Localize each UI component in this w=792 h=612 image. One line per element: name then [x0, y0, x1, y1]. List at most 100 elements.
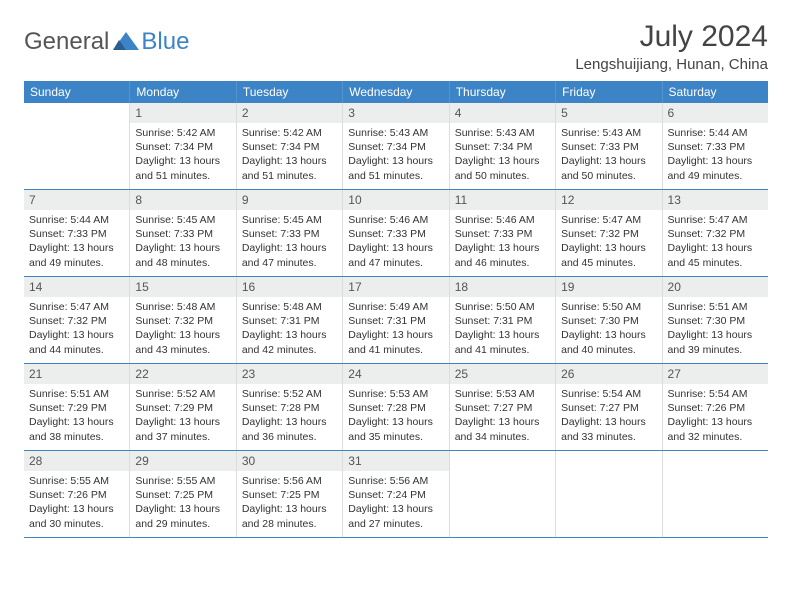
- day-number: 26: [556, 364, 661, 384]
- day-details: Sunrise: 5:50 AMSunset: 7:30 PMDaylight:…: [556, 297, 661, 362]
- day-details: Sunrise: 5:47 AMSunset: 7:32 PMDaylight:…: [556, 210, 661, 275]
- day-details: Sunrise: 5:42 AMSunset: 7:34 PMDaylight:…: [237, 123, 342, 188]
- day-number: 18: [450, 277, 555, 297]
- day-cell: 4Sunrise: 5:43 AMSunset: 7:34 PMDaylight…: [450, 103, 556, 189]
- weeks-container: 1Sunrise: 5:42 AMSunset: 7:34 PMDaylight…: [24, 103, 768, 538]
- day-number: 31: [343, 451, 448, 471]
- day-header-tue: Tuesday: [237, 81, 343, 103]
- day-details: Sunrise: 5:54 AMSunset: 7:27 PMDaylight:…: [556, 384, 661, 449]
- day-number: 30: [237, 451, 342, 471]
- day-cell: 15Sunrise: 5:48 AMSunset: 7:32 PMDayligh…: [130, 277, 236, 363]
- day-details: Sunrise: 5:48 AMSunset: 7:31 PMDaylight:…: [237, 297, 342, 362]
- day-cell: [450, 451, 556, 537]
- day-cell: 21Sunrise: 5:51 AMSunset: 7:29 PMDayligh…: [24, 364, 130, 450]
- day-cell: 17Sunrise: 5:49 AMSunset: 7:31 PMDayligh…: [343, 277, 449, 363]
- day-cell: 27Sunrise: 5:54 AMSunset: 7:26 PMDayligh…: [663, 364, 768, 450]
- day-number: 9: [237, 190, 342, 210]
- day-details: Sunrise: 5:43 AMSunset: 7:34 PMDaylight:…: [343, 123, 448, 188]
- day-cell: 7Sunrise: 5:44 AMSunset: 7:33 PMDaylight…: [24, 190, 130, 276]
- day-details: Sunrise: 5:55 AMSunset: 7:25 PMDaylight:…: [130, 471, 235, 536]
- day-header-thu: Thursday: [450, 81, 556, 103]
- day-details: Sunrise: 5:56 AMSunset: 7:25 PMDaylight:…: [237, 471, 342, 536]
- day-cell: 12Sunrise: 5:47 AMSunset: 7:32 PMDayligh…: [556, 190, 662, 276]
- logo-text-blue: Blue: [141, 28, 189, 56]
- day-details: Sunrise: 5:45 AMSunset: 7:33 PMDaylight:…: [130, 210, 235, 275]
- day-details: Sunrise: 5:43 AMSunset: 7:33 PMDaylight:…: [556, 123, 661, 188]
- day-details: Sunrise: 5:51 AMSunset: 7:29 PMDaylight:…: [24, 384, 129, 449]
- day-details: Sunrise: 5:46 AMSunset: 7:33 PMDaylight:…: [343, 210, 448, 275]
- day-cell: [24, 103, 130, 189]
- day-number: 23: [237, 364, 342, 384]
- day-details: Sunrise: 5:52 AMSunset: 7:29 PMDaylight:…: [130, 384, 235, 449]
- day-number: 13: [663, 190, 768, 210]
- day-number: 1: [130, 103, 235, 123]
- day-number: 6: [663, 103, 768, 123]
- day-cell: 9Sunrise: 5:45 AMSunset: 7:33 PMDaylight…: [237, 190, 343, 276]
- day-cell: 8Sunrise: 5:45 AMSunset: 7:33 PMDaylight…: [130, 190, 236, 276]
- day-number: 25: [450, 364, 555, 384]
- day-header-sat: Saturday: [663, 81, 768, 103]
- day-details: Sunrise: 5:49 AMSunset: 7:31 PMDaylight:…: [343, 297, 448, 362]
- day-cell: 3Sunrise: 5:43 AMSunset: 7:34 PMDaylight…: [343, 103, 449, 189]
- calendar: Sunday Monday Tuesday Wednesday Thursday…: [24, 81, 768, 538]
- day-number: 10: [343, 190, 448, 210]
- day-details: Sunrise: 5:44 AMSunset: 7:33 PMDaylight:…: [24, 210, 129, 275]
- day-cell: 29Sunrise: 5:55 AMSunset: 7:25 PMDayligh…: [130, 451, 236, 537]
- day-number: 17: [343, 277, 448, 297]
- day-number: 12: [556, 190, 661, 210]
- day-details: Sunrise: 5:43 AMSunset: 7:34 PMDaylight:…: [450, 123, 555, 188]
- day-header-mon: Monday: [130, 81, 236, 103]
- day-cell: 30Sunrise: 5:56 AMSunset: 7:25 PMDayligh…: [237, 451, 343, 537]
- day-details: Sunrise: 5:51 AMSunset: 7:30 PMDaylight:…: [663, 297, 768, 362]
- day-number: 21: [24, 364, 129, 384]
- day-details: Sunrise: 5:44 AMSunset: 7:33 PMDaylight:…: [663, 123, 768, 188]
- day-cell: [556, 451, 662, 537]
- day-number: 14: [24, 277, 129, 297]
- day-details: Sunrise: 5:48 AMSunset: 7:32 PMDaylight:…: [130, 297, 235, 362]
- day-cell: 10Sunrise: 5:46 AMSunset: 7:33 PMDayligh…: [343, 190, 449, 276]
- day-cell: 25Sunrise: 5:53 AMSunset: 7:27 PMDayligh…: [450, 364, 556, 450]
- day-number: 16: [237, 277, 342, 297]
- week-row: 14Sunrise: 5:47 AMSunset: 7:32 PMDayligh…: [24, 277, 768, 364]
- day-number: 2: [237, 103, 342, 123]
- day-cell: 11Sunrise: 5:46 AMSunset: 7:33 PMDayligh…: [450, 190, 556, 276]
- day-number: 7: [24, 190, 129, 210]
- day-details: Sunrise: 5:50 AMSunset: 7:31 PMDaylight:…: [450, 297, 555, 362]
- day-details: Sunrise: 5:47 AMSunset: 7:32 PMDaylight:…: [663, 210, 768, 275]
- day-cell: 24Sunrise: 5:53 AMSunset: 7:28 PMDayligh…: [343, 364, 449, 450]
- day-number: 5: [556, 103, 661, 123]
- day-cell: 31Sunrise: 5:56 AMSunset: 7:24 PMDayligh…: [343, 451, 449, 537]
- logo-triangle-icon: [113, 32, 139, 52]
- day-number: 22: [130, 364, 235, 384]
- day-cell: 26Sunrise: 5:54 AMSunset: 7:27 PMDayligh…: [556, 364, 662, 450]
- month-title: July 2024: [575, 20, 768, 54]
- day-details: Sunrise: 5:55 AMSunset: 7:26 PMDaylight:…: [24, 471, 129, 536]
- day-cell: 2Sunrise: 5:42 AMSunset: 7:34 PMDaylight…: [237, 103, 343, 189]
- day-number: 8: [130, 190, 235, 210]
- day-number: 3: [343, 103, 448, 123]
- day-cell: 20Sunrise: 5:51 AMSunset: 7:30 PMDayligh…: [663, 277, 768, 363]
- day-number: 4: [450, 103, 555, 123]
- day-details: Sunrise: 5:53 AMSunset: 7:27 PMDaylight:…: [450, 384, 555, 449]
- day-cell: 5Sunrise: 5:43 AMSunset: 7:33 PMDaylight…: [556, 103, 662, 189]
- title-block: July 2024 Lengshuijiang, Hunan, China: [575, 20, 768, 73]
- location: Lengshuijiang, Hunan, China: [575, 56, 768, 73]
- week-row: 7Sunrise: 5:44 AMSunset: 7:33 PMDaylight…: [24, 190, 768, 277]
- day-cell: 18Sunrise: 5:50 AMSunset: 7:31 PMDayligh…: [450, 277, 556, 363]
- day-header-wed: Wednesday: [343, 81, 449, 103]
- day-number: 20: [663, 277, 768, 297]
- day-cell: 16Sunrise: 5:48 AMSunset: 7:31 PMDayligh…: [237, 277, 343, 363]
- logo: General Blue: [24, 28, 189, 56]
- day-cell: 28Sunrise: 5:55 AMSunset: 7:26 PMDayligh…: [24, 451, 130, 537]
- header: General Blue July 2024 Lengshuijiang, Hu…: [24, 20, 768, 73]
- day-header-row: Sunday Monday Tuesday Wednesday Thursday…: [24, 81, 768, 103]
- day-cell: 14Sunrise: 5:47 AMSunset: 7:32 PMDayligh…: [24, 277, 130, 363]
- day-cell: 6Sunrise: 5:44 AMSunset: 7:33 PMDaylight…: [663, 103, 768, 189]
- day-cell: 23Sunrise: 5:52 AMSunset: 7:28 PMDayligh…: [237, 364, 343, 450]
- day-details: Sunrise: 5:52 AMSunset: 7:28 PMDaylight:…: [237, 384, 342, 449]
- day-details: Sunrise: 5:54 AMSunset: 7:26 PMDaylight:…: [663, 384, 768, 449]
- week-row: 28Sunrise: 5:55 AMSunset: 7:26 PMDayligh…: [24, 451, 768, 538]
- day-number: 24: [343, 364, 448, 384]
- week-row: 1Sunrise: 5:42 AMSunset: 7:34 PMDaylight…: [24, 103, 768, 190]
- day-details: Sunrise: 5:46 AMSunset: 7:33 PMDaylight:…: [450, 210, 555, 275]
